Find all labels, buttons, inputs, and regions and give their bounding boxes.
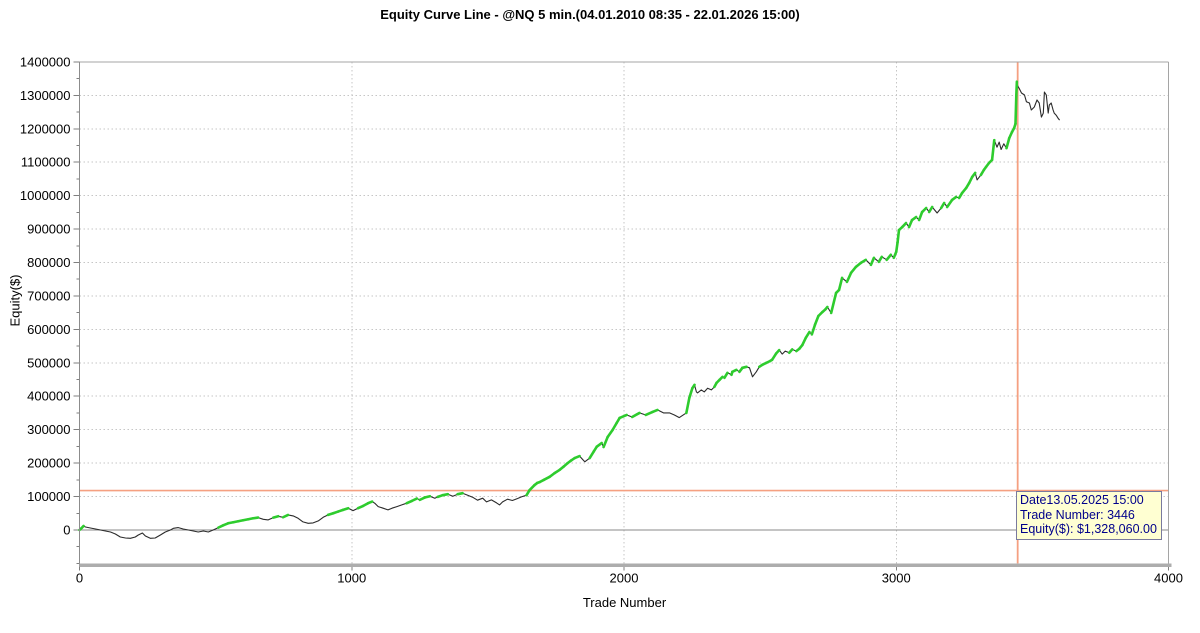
equity-new-high-segment (588, 450, 596, 460)
x-tick-label: 4000 (1154, 570, 1183, 585)
equity-new-high-segment (251, 516, 260, 520)
plot-border-bottom-band (79, 563, 1172, 567)
equity-new-high-segment (787, 348, 794, 355)
equity-new-high-segment (900, 221, 908, 229)
equity-new-high-segment (824, 305, 829, 311)
equity-new-high-segment (829, 291, 838, 315)
tooltip-trade-number-line: Trade Number: 3446 (1020, 507, 1135, 522)
y-tick-label: 0 (63, 522, 70, 537)
equity-new-high-segment (630, 411, 641, 419)
x-tick-label: 1000 (337, 570, 366, 585)
equity-new-high-segment (573, 454, 581, 460)
y-tick-label: 500000 (27, 355, 70, 370)
x-tick-label: 0 (76, 570, 83, 585)
equity-new-high-segment (896, 228, 901, 244)
y-tick-label: 300000 (27, 422, 70, 437)
equity-new-high-segment (366, 500, 374, 505)
equity-new-high-segment (606, 428, 614, 439)
y-tick-label: 800000 (27, 255, 70, 270)
equity-new-high-segment (272, 514, 280, 519)
equity-new-high-segment (813, 314, 820, 326)
y-tick-label: 700000 (27, 288, 70, 303)
equity-new-high-segment (945, 198, 954, 209)
equity-new-high-segment (910, 215, 918, 222)
equity-new-high-segment (920, 206, 928, 214)
equity-new-high-segment (618, 413, 629, 420)
equity-new-high-segment (281, 513, 290, 519)
data-point-tooltip: Date13.05.2025 15:00 Trade Number: 3446 … (1016, 491, 1162, 540)
equity-curve-line (79, 81, 1061, 539)
y-tick-label: 200000 (27, 456, 70, 471)
equity-new-high-segment (810, 323, 817, 336)
equity-new-high-segment (731, 368, 738, 374)
equity-new-high-segment (869, 256, 876, 267)
equity-new-high-segment (774, 348, 781, 355)
equity-new-high-segment (885, 253, 893, 262)
equity-new-high-segment (1005, 136, 1011, 150)
y-tick-label: 600000 (27, 322, 70, 337)
x-axis-title: Trade Number (582, 595, 667, 610)
equity-new-high-segment (685, 396, 691, 415)
equity-new-high-segment (688, 386, 694, 400)
equity-new-high-segment (341, 506, 350, 512)
x-tick-label: 2000 (610, 570, 639, 585)
equity-new-high-segment (837, 276, 844, 292)
chart-title: Equity Curve Line - @NQ 5 min.(04.01.201… (380, 7, 800, 22)
equity-new-high-segment (602, 435, 609, 449)
equity-new-high-segment (651, 408, 659, 414)
y-tick-label: 1400000 (20, 54, 71, 69)
equity-new-high-segment (611, 421, 618, 432)
equity-new-high-segment (718, 375, 724, 382)
y-tick-label: 1200000 (20, 121, 71, 136)
equity-new-high-segment (939, 201, 946, 210)
y-tick-label: 400000 (27, 389, 70, 404)
equity-new-high-segment (441, 492, 450, 497)
equity-new-high-segment (894, 240, 899, 254)
y-tick-label: 1300000 (20, 88, 71, 103)
equity-new-high-segment (1014, 94, 1018, 126)
equity-new-high-segment (917, 210, 924, 222)
equity-new-high-segment (410, 497, 419, 503)
y-tick-label: 1000000 (20, 188, 71, 203)
y-tick-label: 1100000 (21, 155, 71, 170)
equity-new-high-segment (845, 271, 853, 284)
tooltip-equity-line: Equity($): $1,328,060.00 (1020, 522, 1157, 537)
equity-new-high-segment (877, 255, 884, 264)
equity-new-high-segment (927, 205, 934, 214)
equity-new-high-segment (691, 383, 696, 390)
equity-new-high-segment (1015, 80, 1019, 97)
tooltip-date-line: Date13.05.2025 15:00 (1020, 493, 1144, 507)
equity-new-high-segment (456, 491, 464, 496)
equity-new-high-segment (801, 336, 808, 347)
y-tick-label: 100000 (27, 489, 70, 504)
x-tick-label: 3000 (882, 570, 911, 585)
equity-new-high-segment (723, 371, 729, 380)
equity-new-high-segment (970, 171, 977, 179)
equity-new-high-segment (80, 524, 85, 530)
equity-new-high-segment (990, 138, 996, 162)
y-tick-label: 900000 (27, 222, 70, 237)
equity-new-high-segment (804, 330, 811, 340)
equity-new-high-segment (595, 441, 603, 449)
equity-new-high-segment (741, 365, 748, 370)
equity-new-high-segment (950, 195, 958, 202)
equity-new-high-segment (859, 258, 868, 265)
equity-new-high-segment (423, 494, 432, 499)
